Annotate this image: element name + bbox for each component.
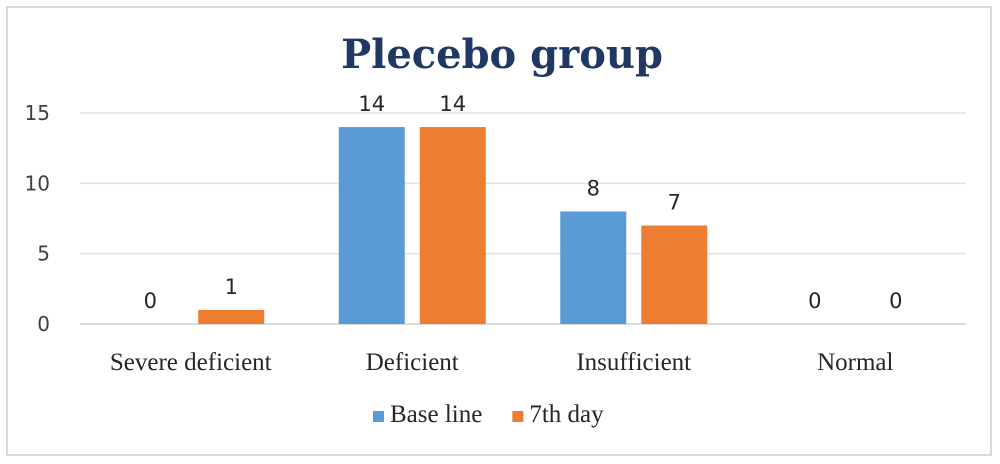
bar-chart: Plecebo group 0 5 10 15 0 1 14 14 8 7 0 0 Severe d…: [25, 31, 966, 428]
x-category-label: Deficient: [366, 349, 459, 376]
x-category-label: Insufficient: [576, 349, 691, 376]
bar: [641, 225, 708, 324]
legend-swatch: [512, 411, 524, 422]
data-label: 8: [587, 176, 600, 200]
bar: [560, 211, 627, 324]
x-category-label: Normal: [817, 349, 893, 376]
y-tick-label: 10: [25, 171, 50, 195]
data-label: 7: [668, 191, 681, 215]
data-label: 0: [144, 289, 157, 313]
y-tick-label: 5: [37, 242, 50, 266]
data-label: 14: [358, 92, 385, 116]
data-label: 0: [808, 289, 821, 313]
x-category-label: Severe deficient: [110, 349, 272, 376]
data-labels: 0 1 14 14 8 7 0 0: [144, 92, 903, 313]
legend-swatch: [373, 411, 384, 422]
legend: Base line 7th day: [373, 401, 604, 428]
x-axis-categories: Severe deficient Deficient Insufficient Nor…: [110, 349, 894, 376]
chart-title: Plecebo group: [341, 31, 663, 78]
bar: [198, 309, 265, 324]
bar: [419, 127, 486, 324]
bars: [198, 127, 708, 324]
legend-label: Base line: [390, 401, 482, 428]
bar: [338, 127, 405, 324]
data-label: 0: [889, 289, 902, 313]
gridlines: [80, 112, 966, 325]
legend-label: 7th day: [529, 401, 604, 428]
data-label: 14: [439, 92, 466, 116]
data-label: 1: [225, 275, 238, 299]
y-axis-ticks: 0 5 10 15: [25, 101, 50, 336]
y-tick-label: 15: [25, 101, 50, 125]
y-tick-label: 0: [37, 312, 50, 336]
chart-frame: Plecebo group 0 5 10 15 0 1 14 14 8 7 0 0 Severe d…: [6, 6, 992, 456]
